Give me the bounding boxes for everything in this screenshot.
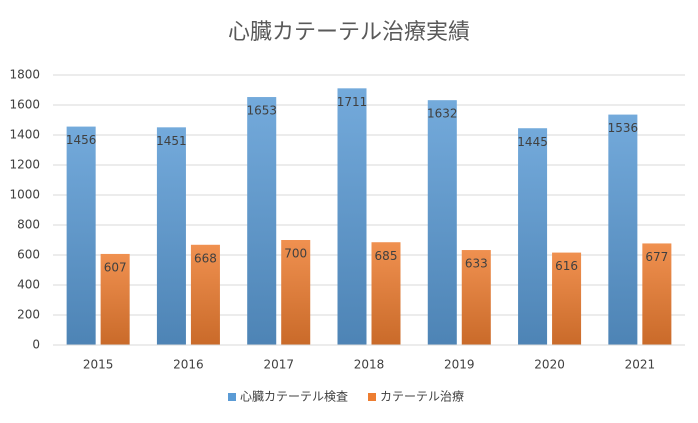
y-tick-label: 1600 [9, 98, 40, 112]
x-tick-label: 2016 [173, 358, 204, 372]
data-label: 616 [555, 259, 578, 273]
y-tick-label: 600 [17, 248, 40, 262]
x-tick-label: 2017 [263, 358, 294, 372]
bar-shade [461, 250, 491, 345]
bar-shade [100, 253, 130, 345]
bar-shade [518, 128, 548, 345]
data-label: 1536 [608, 121, 639, 135]
y-tick-label: 400 [17, 278, 40, 292]
y-tick-label: 1200 [9, 158, 40, 172]
bar-shade [427, 100, 457, 345]
data-label: 700 [284, 247, 307, 261]
data-label: 685 [375, 249, 398, 263]
legend-label: カテーテル治療 [380, 390, 464, 404]
y-tick-label: 1400 [9, 128, 40, 142]
data-label: 677 [645, 250, 668, 264]
bar-shade [337, 88, 367, 345]
data-label: 668 [194, 251, 217, 265]
data-label: 607 [104, 260, 127, 274]
x-tick-label: 2021 [625, 358, 656, 372]
bar-shade [608, 114, 638, 345]
y-tick-label: 0 [32, 338, 40, 352]
y-tick-label: 200 [17, 308, 40, 322]
bar-shade [66, 126, 96, 345]
data-label: 1456 [66, 133, 97, 147]
data-label: 1451 [156, 134, 187, 148]
legend-swatch [368, 393, 376, 401]
legend-swatch [228, 393, 236, 401]
y-tick-label: 1000 [9, 188, 40, 202]
chart-title: 心臓カテーテル治療実績 [228, 20, 470, 45]
x-tick-label: 2019 [444, 358, 475, 372]
bar-shade [190, 244, 220, 345]
bar-shade [642, 243, 672, 345]
bar-shade [156, 127, 186, 345]
bar-shade [247, 97, 277, 345]
data-label: 1445 [517, 135, 548, 149]
data-label: 633 [465, 257, 488, 271]
data-label: 1711 [337, 95, 368, 109]
y-tick-label: 1800 [9, 68, 40, 82]
bar-shade [552, 252, 582, 345]
x-tick-label: 2015 [83, 358, 114, 372]
x-tick-label: 2018 [354, 358, 385, 372]
legend-label: 心臓カテーテル検査 [240, 390, 348, 404]
bar-shade [371, 242, 401, 345]
data-label: 1632 [427, 107, 458, 121]
x-tick-label: 2020 [534, 358, 565, 372]
data-label: 1653 [246, 104, 277, 118]
bar-shade [281, 240, 311, 345]
y-tick-label: 800 [17, 218, 40, 232]
